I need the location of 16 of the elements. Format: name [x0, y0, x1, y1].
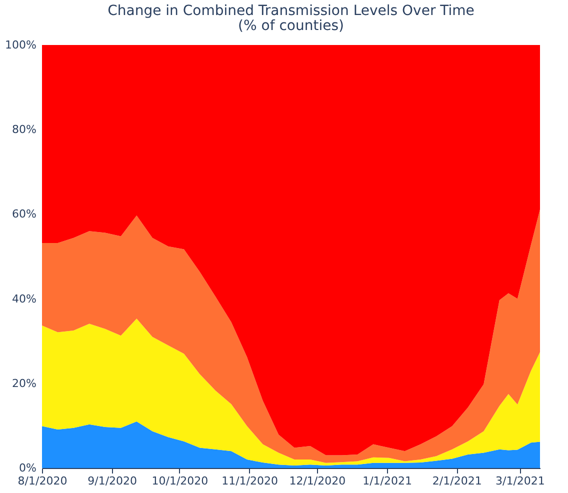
x-tick-label: 10/1/2020 — [152, 474, 208, 488]
y-tick-label: 100% — [5, 38, 36, 52]
y-tick-label: 40% — [12, 292, 36, 306]
chart-subtitle: (% of counties) — [238, 18, 344, 34]
x-tick-label: 11/1/2020 — [222, 474, 278, 488]
x-tick-label: 2/1/2021 — [432, 474, 482, 488]
x-tick-label: 12/1/2020 — [289, 474, 346, 488]
x-tick-label: 8/1/2020 — [18, 474, 68, 488]
y-tick-label: 0% — [19, 462, 36, 474]
x-tick-label: 9/1/2020 — [88, 474, 138, 488]
y-tick-label: 60% — [12, 208, 36, 221]
x-tick-label: 1/1/2021 — [362, 474, 412, 488]
y-tick-label: 80% — [12, 123, 36, 136]
x-tick-label: 3/1/2021 — [496, 474, 545, 488]
chart-title: Change in Combined Transmission Levels Over Time — [108, 3, 474, 19]
y-tick-label: 20% — [12, 376, 36, 390]
